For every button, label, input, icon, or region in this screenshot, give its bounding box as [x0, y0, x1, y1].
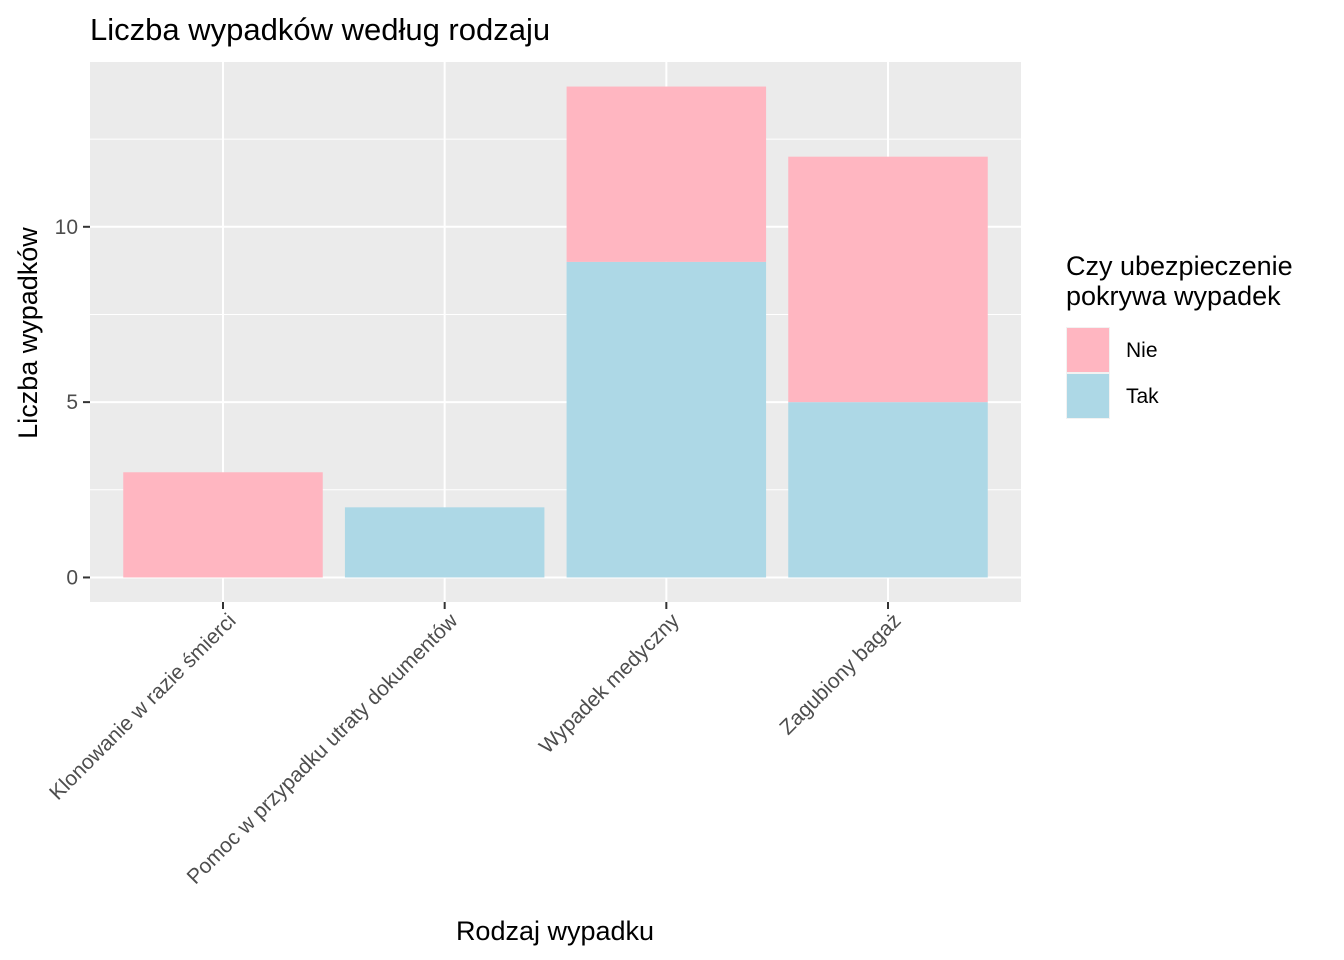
y-axis: 0 5 10 [55, 216, 90, 589]
legend-title: pokrywa wypadek [1066, 281, 1281, 311]
legend-title: Czy ubezpieczenie [1066, 251, 1293, 281]
x-tick-label: Wypadek medyczny [535, 609, 684, 758]
x-tick-label: Pomoc w przypadku utraty dokumentów [183, 609, 463, 889]
bar-segment [788, 156, 988, 403]
bar-segment [566, 86, 767, 262]
bar-segment [344, 507, 545, 578]
legend-label: Tak [1126, 385, 1159, 408]
x-tick-label: Klonowanie w razie śmierci [45, 609, 240, 804]
legend-label: Nie [1126, 339, 1158, 362]
x-tick-label: Zagubiony bagaż [775, 609, 905, 739]
y-tick-label: 10 [55, 216, 78, 239]
y-axis-title: Liczba wypadków [13, 227, 43, 439]
y-tick-label: 0 [66, 566, 78, 589]
legend-swatch [1067, 328, 1109, 372]
bar-segment [123, 472, 323, 578]
bar-segment [566, 261, 767, 578]
legend-swatch [1067, 374, 1109, 418]
bar-segment [788, 402, 988, 578]
y-tick-label: 5 [66, 391, 78, 414]
x-axis-title: Rodzaj wypadku [456, 916, 654, 946]
chart-title: Liczba wypadków według rodzaju [90, 12, 550, 47]
bars [123, 86, 988, 578]
